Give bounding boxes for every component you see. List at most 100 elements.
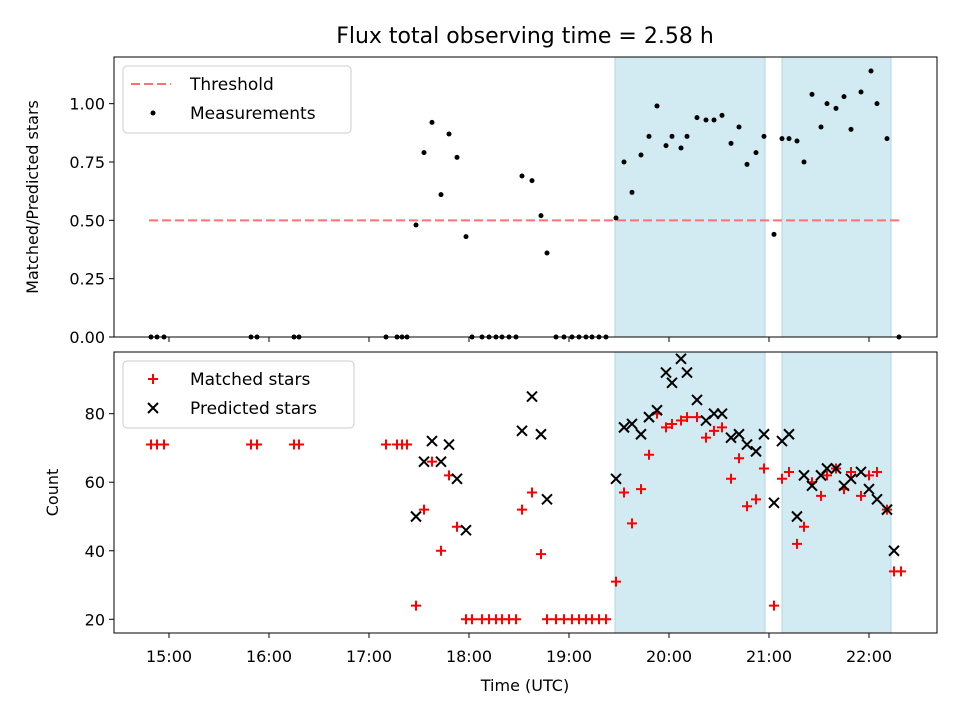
measurements-point: [833, 105, 839, 111]
legend-box: [122, 65, 352, 134]
predicted-stars-point: [791, 510, 803, 523]
matched-stars-point: [769, 600, 779, 611]
y-axis-label: Matched/Predicted stars: [23, 100, 42, 294]
axes-frame: [113, 351, 938, 634]
predicted-stars-point: [526, 390, 538, 403]
predicted-stars-point: [758, 428, 770, 440]
predicted-stars-point: [675, 353, 687, 365]
predicted-stars-point: [733, 428, 745, 440]
measurements-point: [438, 192, 444, 198]
axes-frame: [113, 56, 938, 338]
measurements-point: [801, 159, 807, 165]
measurements-point: [629, 189, 635, 195]
matched-stars-point: [252, 439, 262, 450]
y-tick-label: 0.25: [69, 270, 105, 289]
legend-plus-swatch: [148, 374, 158, 384]
measurements-point: [858, 89, 864, 95]
matched-stars-point: [846, 466, 856, 477]
measurements-point: [753, 150, 759, 156]
matched-stars-point: [661, 422, 671, 433]
matched-stars-point: [527, 487, 537, 498]
measurements-point: [736, 124, 742, 130]
matched-stars-point: [667, 418, 677, 429]
measurements-point: [761, 133, 767, 139]
measurements-point: [638, 152, 644, 158]
matched-stars-point: [726, 473, 736, 484]
measurements-point: [678, 145, 684, 151]
matched-stars-point: [751, 494, 761, 505]
predicted-stars-point: [691, 394, 703, 406]
measurements-point: [779, 136, 785, 142]
measurements-point: [703, 117, 709, 123]
x-tick-label: 16:00: [246, 647, 292, 666]
predicted-stars-point: [626, 418, 638, 430]
matched-stars-point: [682, 412, 692, 423]
predicted-stars-point: [806, 479, 818, 492]
measurements-point: [794, 138, 800, 144]
matched-stars-point: [619, 487, 629, 498]
legend-box: [122, 360, 355, 429]
predicted-stars-point: [451, 473, 463, 485]
predicted-stars-point: [541, 493, 553, 506]
measurements-point: [429, 119, 435, 125]
time-axis: 15:00 16:00 17:00 18:00 19:00 20:00 21:00 22:00: [146, 647, 892, 666]
matched-stars-point: [517, 504, 527, 515]
measurements-point: [868, 68, 874, 74]
matched-stars-point: [644, 449, 654, 460]
y-tick-label: 60: [85, 473, 105, 492]
measurements-point: [413, 222, 419, 228]
x-tick-label: 17:00: [346, 647, 392, 666]
count-panel: 20 40 60 80 Count Matched stars Predicted star…: [43, 351, 938, 638]
predicted-stars-point: [863, 483, 875, 495]
predicted-stars-point: [798, 469, 810, 482]
predicted-stars-point: [418, 455, 430, 468]
matched-stars-point: [777, 473, 787, 484]
matched-stars-point: [511, 614, 521, 625]
legend-label: Threshold: [189, 75, 274, 95]
measurements-point: [654, 103, 660, 109]
matched-stars-point: [611, 576, 621, 587]
x-tick-label: 15:00: [146, 647, 192, 666]
measurements-point: [884, 136, 890, 142]
shaded-interval: [614, 351, 766, 634]
predicted-stars-point: [768, 497, 780, 509]
measurements-point: [646, 133, 652, 139]
matched-stars-point: [294, 439, 304, 450]
matched-stars-point: [856, 490, 866, 501]
shaded-interval: [781, 56, 892, 338]
predicted-stars-point: [888, 545, 900, 557]
measurements-point: [421, 150, 427, 156]
matched-stars-point: [734, 453, 744, 464]
matched-stars-point: [692, 412, 702, 423]
matched-stars-point: [627, 518, 637, 529]
predicted-stars-point: [821, 462, 833, 475]
predicted-stars-point: [460, 524, 472, 536]
x-tick-label: 19:00: [546, 647, 592, 666]
measurements-point: [544, 250, 550, 256]
x-tick-label: 21:00: [746, 647, 792, 666]
measurements-point: [874, 101, 880, 107]
measurements-point: [824, 101, 830, 107]
chart-title: Flux total observing time = 2.58 h: [336, 24, 714, 49]
legend-label: Matched stars: [190, 370, 310, 390]
predicted-stars-point: [830, 462, 842, 475]
legend-dot-swatch: [150, 110, 156, 116]
matched-stars-point: [822, 470, 832, 481]
legend-label: Predicted stars: [190, 399, 317, 419]
predicted-stars-point: [426, 435, 438, 447]
predicted-stars-point: [410, 510, 422, 523]
matched-stars-point: [411, 600, 421, 611]
matched-stars-point: [784, 466, 794, 477]
y-tick-label: 0.75: [69, 153, 105, 172]
measurements-point: [454, 154, 460, 160]
legend-x-swatch: [147, 402, 159, 414]
predicted-stars-point: [855, 466, 867, 478]
predicted-stars-point: [716, 407, 728, 420]
measurements-point: [719, 112, 725, 118]
measurements-point: [613, 215, 619, 221]
measurements-point: [848, 126, 854, 132]
matched-stars-point: [799, 521, 809, 532]
matched-stars-point: [717, 422, 727, 433]
matched-stars-point: [419, 504, 429, 515]
